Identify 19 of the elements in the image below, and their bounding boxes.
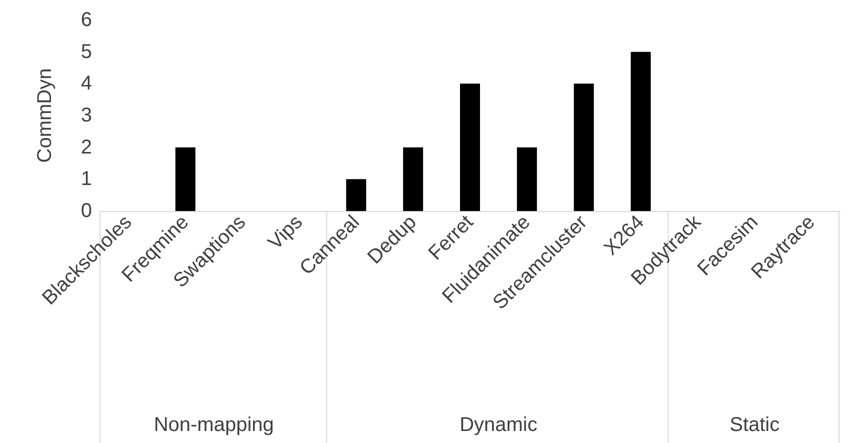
bar [403, 147, 424, 211]
y-tick-label: 2 [80, 136, 92, 158]
y-tick-label: 0 [80, 200, 92, 222]
x-tick-label: Vips [264, 211, 308, 254]
y-tick-label: 5 [80, 40, 92, 63]
text: Non-mapping [154, 414, 274, 436]
bar [516, 147, 537, 211]
y-tick-label: 1 [80, 168, 92, 190]
y-tick-label: 4 [80, 72, 92, 95]
text: Dynamic [460, 414, 538, 436]
bar [630, 52, 651, 211]
text: Static [730, 414, 780, 436]
y-tick-label: 6 [80, 9, 92, 31]
bar [346, 179, 366, 211]
bar [460, 84, 480, 211]
y-axis-title: CommDyn [34, 68, 56, 163]
bar [175, 147, 196, 211]
bar [574, 84, 594, 211]
y-tick-label: 3 [80, 104, 92, 126]
